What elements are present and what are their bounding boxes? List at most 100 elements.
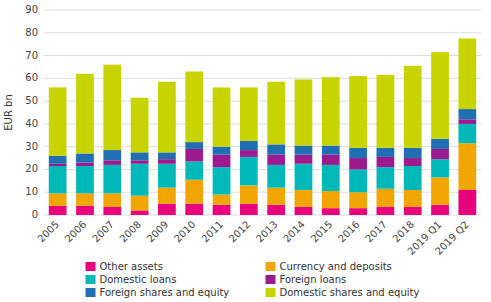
- bar-segment: [267, 188, 285, 205]
- y-tick-label: 70: [25, 50, 38, 61]
- bar-segment: [49, 156, 67, 164]
- bar-segment: [295, 79, 313, 145]
- legend-label: Foreign loans: [280, 274, 347, 285]
- bar-segment: [349, 192, 367, 208]
- bar-segment: [267, 82, 285, 145]
- bar-segment: [185, 72, 203, 143]
- bar-segment: [295, 164, 313, 190]
- bar-segment: [158, 164, 176, 188]
- grid: [44, 10, 481, 215]
- bar-segment: [404, 66, 422, 148]
- bar-segment: [322, 77, 340, 145]
- bar-segment: [213, 205, 231, 215]
- legend-label: Domestic shares and equity: [280, 287, 420, 298]
- bar-segment: [349, 76, 367, 148]
- chart: 0102030405060708090EUR bn200520062007200…: [0, 0, 491, 302]
- bar-segment: [213, 167, 231, 194]
- bar-segment: [458, 124, 476, 143]
- bar-segment: [131, 98, 149, 153]
- bar-segment: [377, 148, 395, 157]
- y-tick-label: 80: [25, 27, 38, 38]
- bar-segment: [49, 164, 67, 166]
- bar-segment: [76, 154, 94, 163]
- bar-segment: [404, 190, 422, 207]
- bar-segment: [431, 52, 449, 139]
- y-tick-label: 30: [25, 141, 38, 152]
- bar-segment: [213, 87, 231, 146]
- bar-segment: [377, 207, 395, 215]
- bar-segment: [322, 146, 340, 155]
- legend-label: Domestic loans: [100, 274, 177, 285]
- bars: [49, 38, 476, 215]
- grid-line: [44, 32, 481, 33]
- bar-segment: [76, 206, 94, 215]
- y-tick-label: 90: [25, 4, 38, 15]
- bar-segment: [431, 177, 449, 204]
- x-tick-label: 2010: [172, 219, 198, 245]
- bar-segment: [103, 160, 121, 165]
- x-tick-label: 2015: [309, 219, 335, 245]
- bar-segment: [349, 158, 367, 169]
- bar-segment: [267, 205, 285, 215]
- legend-swatch: [86, 262, 96, 271]
- bar-segment: [103, 65, 121, 150]
- bar-segment: [131, 152, 149, 160]
- bar-segment: [404, 158, 422, 166]
- bar-segment: [240, 150, 258, 157]
- y-tick-label: 0: [32, 209, 38, 220]
- x-tick-label: 2019 Q2: [433, 219, 471, 257]
- bar-segment: [131, 210, 149, 215]
- bar-segment: [431, 139, 449, 149]
- bar-segment: [377, 167, 395, 189]
- bar-segment: [458, 109, 476, 119]
- bar-segment: [349, 148, 367, 158]
- y-tick-label: 10: [25, 186, 38, 197]
- y-tick-label: 40: [25, 118, 38, 129]
- legend-swatch: [266, 275, 276, 284]
- bar-segment: [213, 195, 231, 205]
- x-tick-label: 2008: [117, 219, 143, 245]
- grid-line: [44, 55, 481, 56]
- bar-segment: [404, 166, 422, 190]
- bar-segment: [76, 193, 94, 206]
- bar-segment: [322, 165, 340, 191]
- bar-segment: [404, 207, 422, 215]
- x-tick-label: 2017: [363, 219, 389, 245]
- legend-label: Currency and deposits: [280, 261, 392, 272]
- bar-segment: [431, 159, 449, 177]
- bar-segment: [185, 149, 203, 162]
- legend: Other assets Currency and deposits Domesti…: [86, 261, 420, 298]
- bar-segment: [49, 206, 67, 215]
- x-tick-label: 2016: [336, 219, 362, 245]
- bar-segment: [158, 82, 176, 153]
- bar-segment: [322, 191, 340, 208]
- bar-segment: [267, 144, 285, 154]
- bar-segment: [267, 155, 285, 165]
- bar-segment: [295, 207, 313, 215]
- bar-segment: [458, 190, 476, 215]
- bar-segment: [158, 159, 176, 164]
- bar-segment: [131, 164, 149, 196]
- bar-segment: [240, 185, 258, 203]
- bar-segment: [49, 87, 67, 155]
- bar-segment: [377, 75, 395, 148]
- x-tick-label: 2005: [35, 219, 61, 245]
- legend-swatch: [266, 262, 276, 271]
- x-tick-label: 2012: [227, 219, 253, 245]
- bar-segment: [458, 143, 476, 190]
- legend-label: Other assets: [100, 261, 163, 272]
- bar-segment: [240, 87, 258, 141]
- bar-segment: [49, 166, 67, 193]
- bar-segment: [295, 190, 313, 207]
- bar-segment: [103, 193, 121, 207]
- legend-swatch: [86, 275, 96, 284]
- bar-segment: [76, 163, 94, 166]
- x-tick-label: 2006: [63, 219, 89, 245]
- bar-segment: [158, 152, 176, 159]
- bar-segment: [240, 157, 258, 185]
- bar-segment: [103, 150, 121, 160]
- bar-segment: [76, 74, 94, 154]
- bar-segment: [185, 142, 203, 149]
- bar-segment: [431, 149, 449, 159]
- bar-segment: [240, 141, 258, 150]
